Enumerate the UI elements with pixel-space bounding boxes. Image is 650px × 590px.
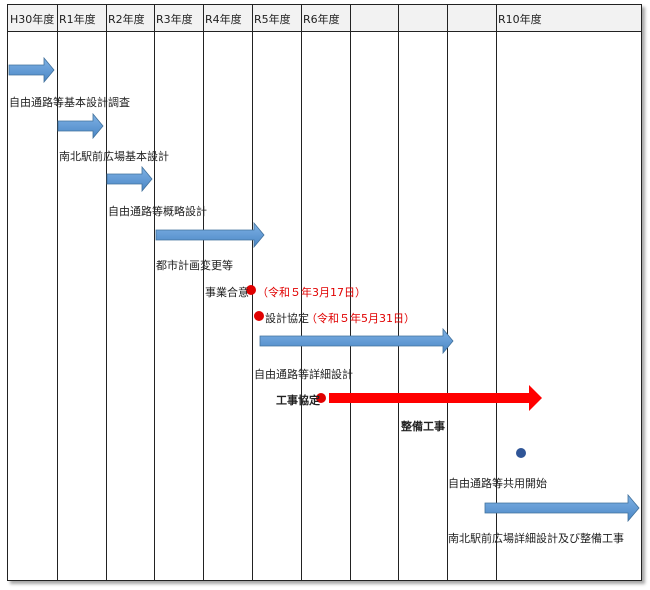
bar-survey <box>8 56 55 84</box>
year-label-r4: R4年度 <box>205 13 242 26</box>
gridline <box>203 5 204 580</box>
dot-agreement <box>246 285 256 295</box>
dot-design-agreement <box>254 311 264 321</box>
bar-construction <box>329 385 542 411</box>
label-plaza-detail: 南北駅前広場詳細設計及び整備工事 <box>448 532 624 545</box>
label-plaza-basic: 南北駅前広場基本設計 <box>59 150 169 163</box>
gridline <box>447 5 448 580</box>
label-construction-agreement: 工事協定 <box>276 394 320 407</box>
gridline <box>496 5 497 580</box>
timeline-graphics <box>8 56 640 523</box>
label-detail-design: 自由通路等詳細設計 <box>254 368 353 381</box>
gridline <box>398 5 399 580</box>
gridline <box>301 5 302 580</box>
year-label-r10: R10年度 <box>498 13 542 26</box>
label-survey: 自由通路等基本設計調査 <box>9 96 130 109</box>
year-label-r2: R2年度 <box>108 13 145 26</box>
label-construction: 整備工事 <box>401 420 445 433</box>
label-design-agreement: 設計協定 <box>265 312 309 325</box>
year-label-r6: R6年度 <box>303 13 340 26</box>
label-agreement: 事業合意 <box>205 286 249 299</box>
schedule-chart: H30年度 R1年度 R2年度 R3年度 R4年度 R5年度 R6年度 R10年… <box>7 4 642 581</box>
year-label-r1: R1年度 <box>59 13 96 26</box>
year-header <box>8 5 641 32</box>
bar-detail-design <box>259 327 454 355</box>
bar-city-plan <box>155 221 265 249</box>
gridline <box>106 5 107 580</box>
label-outline: 自由通路等概略設計 <box>108 205 207 218</box>
year-label-h30: H30年度 <box>10 13 55 26</box>
label-design-agreement-date: （令和５年5月31日） <box>306 312 415 325</box>
gridline <box>350 5 351 580</box>
bar-plaza-basic <box>57 112 104 140</box>
label-agreement-date: （令和５年3月17日） <box>257 286 366 299</box>
year-label-r3: R3年度 <box>156 13 193 26</box>
gridline <box>57 5 58 580</box>
gridline <box>154 5 155 580</box>
dot-construction-agreement <box>316 393 326 403</box>
bar-plaza-detail <box>484 493 640 523</box>
year-label-r5: R5年度 <box>254 13 291 26</box>
label-city-plan: 都市計画変更等 <box>156 259 233 272</box>
dot-opening <box>516 448 526 458</box>
bar-outline <box>106 165 153 193</box>
label-opening: 自由通路等共用開始 <box>448 477 547 490</box>
